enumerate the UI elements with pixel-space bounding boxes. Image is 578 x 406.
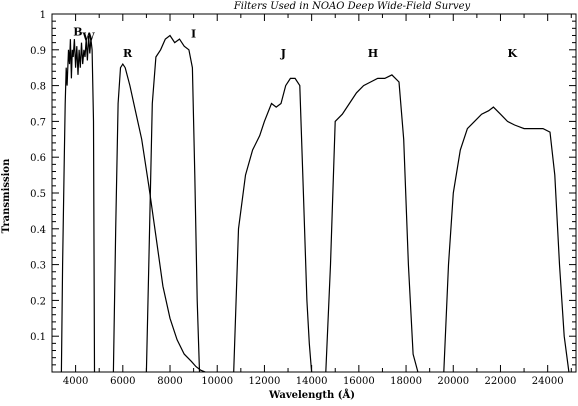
x-tick-label: 12000 — [249, 376, 281, 387]
y-tick-label: 0.8 — [30, 82, 46, 93]
y-tick-label: 0.7 — [30, 117, 46, 128]
y-tick-label: 0.2 — [30, 296, 46, 307]
x-tick-label: 8000 — [157, 376, 182, 387]
band-label-r: R — [123, 47, 133, 60]
series-line-k — [443, 106, 570, 373]
x-tick-label: 10000 — [201, 376, 233, 387]
y-tick-label: 0.4 — [30, 225, 46, 236]
plot-frame — [51, 13, 577, 373]
y-tick-label: 0.6 — [30, 153, 46, 164]
series-line-h — [325, 74, 419, 373]
y-tick-label: 0.5 — [30, 189, 46, 200]
series-line-bw — [60, 35, 96, 373]
band-label-h: H — [368, 47, 378, 60]
band-label-w: W — [81, 30, 95, 43]
y-tick-label: 1 — [40, 10, 46, 21]
x-tick-label: 22000 — [485, 376, 517, 387]
y-tick-label: 0.3 — [30, 261, 46, 272]
series-line-i — [145, 34, 201, 373]
band-label-k: K — [507, 47, 517, 60]
x-tick-label: 16000 — [343, 376, 375, 387]
x-tick-label: 18000 — [390, 376, 422, 387]
y-tick-label: 0.9 — [30, 46, 46, 57]
series-line-r — [112, 63, 206, 373]
band-label-b: B — [73, 25, 82, 38]
x-tick-label: 4000 — [63, 376, 88, 387]
x-axis-label: Wavelength (Å) — [268, 389, 355, 401]
x-tick-label: 20000 — [437, 376, 469, 387]
band-label-j: J — [280, 47, 286, 60]
x-tick-label: 6000 — [110, 376, 135, 387]
series-line-j — [233, 77, 313, 373]
chart-title: Filters Used in NOAO Deep Wide-Field Sur… — [233, 1, 471, 12]
y-axis-label: Transmission — [1, 158, 12, 233]
x-tick-label: 24000 — [532, 376, 564, 387]
curves-layer — [60, 34, 570, 373]
labels-layer: B W R I J H K — [73, 25, 517, 59]
x-tick-label: 14000 — [296, 376, 328, 387]
y-tick-label: 0.1 — [30, 332, 46, 343]
band-label-i: I — [191, 27, 196, 40]
